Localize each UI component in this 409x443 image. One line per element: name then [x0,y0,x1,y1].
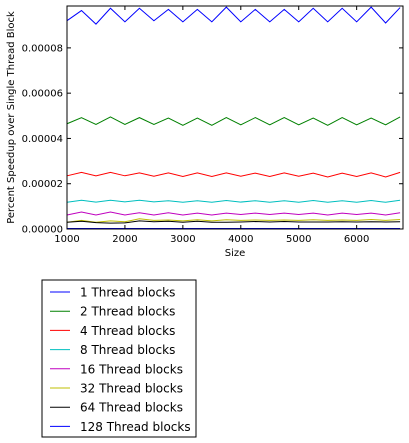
y-tick-label: 0.00000 [22,225,63,236]
x-tick-label: 6000 [344,234,369,245]
y-tick-label: 0.00004 [22,134,63,145]
x-tick-label: 4000 [228,234,253,245]
x-tick-label: 5000 [286,234,311,245]
x-tick-label: 1000 [54,234,79,245]
x-tick-label: 2000 [112,234,137,245]
y-tick-label: 0.00002 [22,179,63,190]
plot-area-background [67,6,403,229]
legend-label-7: 64 Thread blocks [80,401,183,415]
legend-label-1: 1 Thread blocks [80,286,175,300]
x-axis-label: Size [225,248,246,259]
legend-label-5: 16 Thread blocks [80,362,183,376]
legend: 1 Thread blocks 2 Thread blocks 4 Thread b… [42,280,196,437]
legend-label-4: 8 Thread blocks [80,343,175,357]
y-tick-label: 0.00008 [22,43,63,54]
x-tick-label: 3000 [170,234,195,245]
y-axis-label: Percent Speedup over Single Thread Block [6,11,17,224]
legend-label-8: 128 Thread blocks [80,420,191,434]
y-tick-label: 0.00006 [22,89,63,100]
legend-label-2: 2 Thread blocks [80,305,175,319]
legend-label-3: 4 Thread blocks [80,324,175,338]
legend-label-6: 32 Thread blocks [80,382,183,396]
